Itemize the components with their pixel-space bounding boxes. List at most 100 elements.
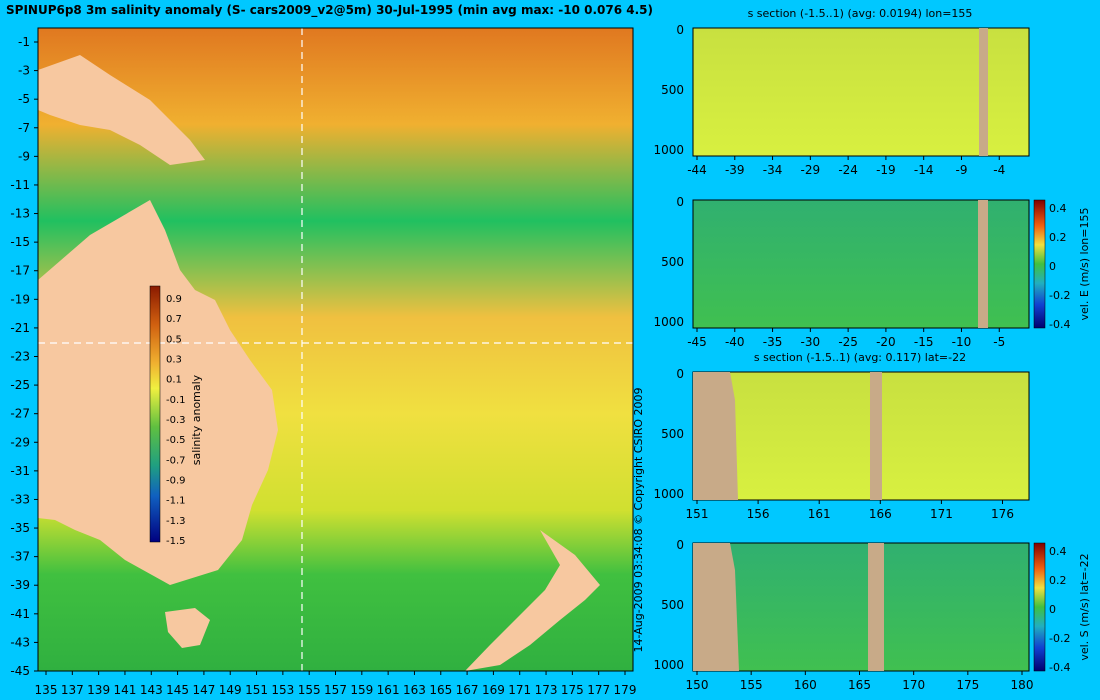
section-x-tick-label: -45 — [687, 335, 707, 349]
section-2-land — [978, 200, 988, 328]
map-y-tick-label: -25 — [10, 378, 30, 392]
salinity-colorbar-tick-label: -1.1 — [166, 496, 186, 507]
section-1-field — [692, 27, 1030, 157]
section-1-title: s section (-1.5..1) (avg: 0.0194) lon=15… — [748, 7, 973, 20]
new-zealand-land — [465, 530, 600, 671]
section-x-tick-label: 170 — [902, 678, 925, 692]
map-y-tick-label: -21 — [10, 321, 30, 335]
map-y-tick-label: -19 — [10, 292, 30, 306]
velocity-colorbar-tick-label: -0.4 — [1049, 661, 1070, 674]
section-x-tick-label: -44 — [687, 163, 707, 177]
section-3-title: s section (-1.5..1) (avg: 0.117) lat=-22 — [754, 351, 966, 364]
tasmania-land — [165, 608, 210, 648]
section-x-tick-label: -10 — [952, 335, 972, 349]
section-x-tick-label: -9 — [955, 163, 967, 177]
section-x-tick-label: -30 — [801, 335, 821, 349]
section-x-tick-label: -14 — [914, 163, 934, 177]
section-2-colorbar-gradient — [1033, 199, 1046, 329]
map-x-tick-label: 147 — [192, 683, 215, 697]
section-3-land-ridge — [870, 372, 882, 500]
map-x-tick-label: 179 — [614, 683, 637, 697]
section-4-land — [693, 543, 739, 671]
map-y-tick-label: -13 — [10, 207, 30, 221]
salinity-map: 135 137 139 141 143 145 147 149 151 153 155 157 159 1… — [10, 27, 637, 697]
salinity-colorbar-tick-label: -1.5 — [166, 536, 186, 547]
section-x-tick-label: -35 — [763, 335, 783, 349]
map-x-tick-label: 149 — [219, 683, 242, 697]
map-x-tick-label: 153 — [271, 683, 294, 697]
salinity-colorbar-tick-label: -0.9 — [166, 476, 186, 487]
section-y-tick-label: 500 — [661, 255, 684, 269]
section-y-tick-label: 0 — [676, 23, 684, 37]
section-x-tick-label: 175 — [956, 678, 979, 692]
section-x-tick-label: 176 — [991, 507, 1014, 521]
section-y-tick-label: 1000 — [653, 143, 684, 157]
map-x-tick-label: 137 — [61, 683, 84, 697]
map-x-tick-label: 167 — [456, 683, 479, 697]
salinity-colorbar: 0.9 0.7 0.5 0.3 0.1 -0.1 -0.3 -0.5 -0.7 -0.9 -1.1 -… — [149, 285, 203, 547]
map-x-tick-label: 169 — [482, 683, 505, 697]
velocity-colorbar-tick-label: 0.2 — [1049, 574, 1067, 587]
velocity-colorbar-tick-label: 0.4 — [1049, 202, 1067, 215]
section-x-tick-label: 161 — [808, 507, 831, 521]
velocity-colorbar-tick-label: -0.4 — [1049, 318, 1070, 331]
salinity-colorbar-tick-label: 0.1 — [166, 375, 182, 386]
section-y-tick-label: 1000 — [653, 315, 684, 329]
map-y-tick-label: -17 — [10, 264, 30, 278]
map-y-axis: -1 -3 -5 -7 -9 -11 -13 -15 -17 -19 -21 -23 -25 -27 -29… — [10, 35, 38, 678]
map-y-tick-label: -43 — [10, 635, 30, 649]
section-y-tick-label: 1000 — [653, 658, 684, 672]
map-y-tick-label: -41 — [10, 607, 30, 621]
figure-title: SPINUP6p8 3m salinity anomaly (S- cars20… — [6, 3, 654, 17]
section-4-colorbar-gradient — [1033, 542, 1046, 672]
section-1-land — [979, 28, 988, 156]
map-y-tick-label: -15 — [10, 235, 30, 249]
section-x-tick-label: -4 — [993, 163, 1005, 177]
section-x-tick-label: -19 — [876, 163, 896, 177]
velocity-colorbar-tick-label: 0.2 — [1049, 231, 1067, 244]
copyright-label: 14-Aug-2009 03:34:08 © Copyright CSIRO 2… — [632, 387, 645, 652]
section-2-colorbar-label: vel. E (m/s) lon=155 — [1078, 208, 1091, 321]
map-y-tick-label: -31 — [10, 464, 30, 478]
salinity-colorbar-ticks: 0.9 0.7 0.5 0.3 0.1 -0.1 -0.3 -0.5 -0.7 -0.9 -1.1 -… — [166, 294, 186, 547]
section-3-land — [693, 372, 738, 500]
map-y-tick-label: -29 — [10, 435, 30, 449]
section-y-tick-label: 500 — [661, 83, 684, 97]
velocity-colorbar-tick-label: -0.2 — [1049, 289, 1070, 302]
section-2-field — [692, 199, 1030, 329]
map-x-tick-label: 145 — [166, 683, 189, 697]
map-y-tick-label: -45 — [10, 664, 30, 678]
salinity-colorbar-tick-label: -0.3 — [166, 415, 186, 426]
map-y-tick-label: -1 — [18, 35, 30, 49]
map-x-tick-label: 141 — [114, 683, 137, 697]
section-x-tick-label: 166 — [869, 507, 892, 521]
map-y-tick-label: -5 — [18, 92, 30, 106]
map-y-tick-label: -27 — [10, 407, 30, 421]
section-panel-4: vel. S (m/s) lat=-22 150 155 160 165 170 175 1… — [653, 538, 1091, 692]
map-x-tick-label: 163 — [403, 683, 426, 697]
salinity-colorbar-tick-label: -1.3 — [166, 516, 186, 527]
section-4-field — [692, 542, 1030, 672]
map-x-tick-label: 175 — [561, 683, 584, 697]
map-x-tick-label: 155 — [298, 683, 321, 697]
velocity-colorbar-tick-label: 0 — [1049, 603, 1056, 616]
map-y-tick-label: -7 — [18, 121, 30, 135]
section-x-tick-label: -25 — [838, 335, 858, 349]
section-x-tick-label: -5 — [993, 335, 1005, 349]
velocity-colorbar-tick-label: 0.4 — [1049, 545, 1067, 558]
map-x-tick-label: 157 — [324, 683, 347, 697]
section-x-tick-label: 165 — [848, 678, 871, 692]
velocity-colorbar-tick-label: 0 — [1049, 260, 1056, 273]
map-x-tick-label: 161 — [377, 683, 400, 697]
map-x-tick-label: 171 — [508, 683, 531, 697]
section-x-tick-label: 180 — [1011, 678, 1034, 692]
section-panel-2: vel. E (m/s) lon=155 -45 -40 -35 -30 -25 -20 -… — [653, 195, 1091, 349]
map-x-tick-label: 151 — [245, 683, 268, 697]
map-x-tick-label: 139 — [87, 683, 110, 697]
map-y-tick-label: -3 — [18, 64, 30, 78]
map-x-axis: 135 137 139 141 143 145 147 149 151 153 155 157 159 1… — [35, 671, 637, 697]
section-x-tick-label: 155 — [740, 678, 763, 692]
section-x-tick-label: 151 — [686, 507, 709, 521]
section-x-tick-label: 160 — [794, 678, 817, 692]
section-x-tick-label: -40 — [725, 335, 745, 349]
